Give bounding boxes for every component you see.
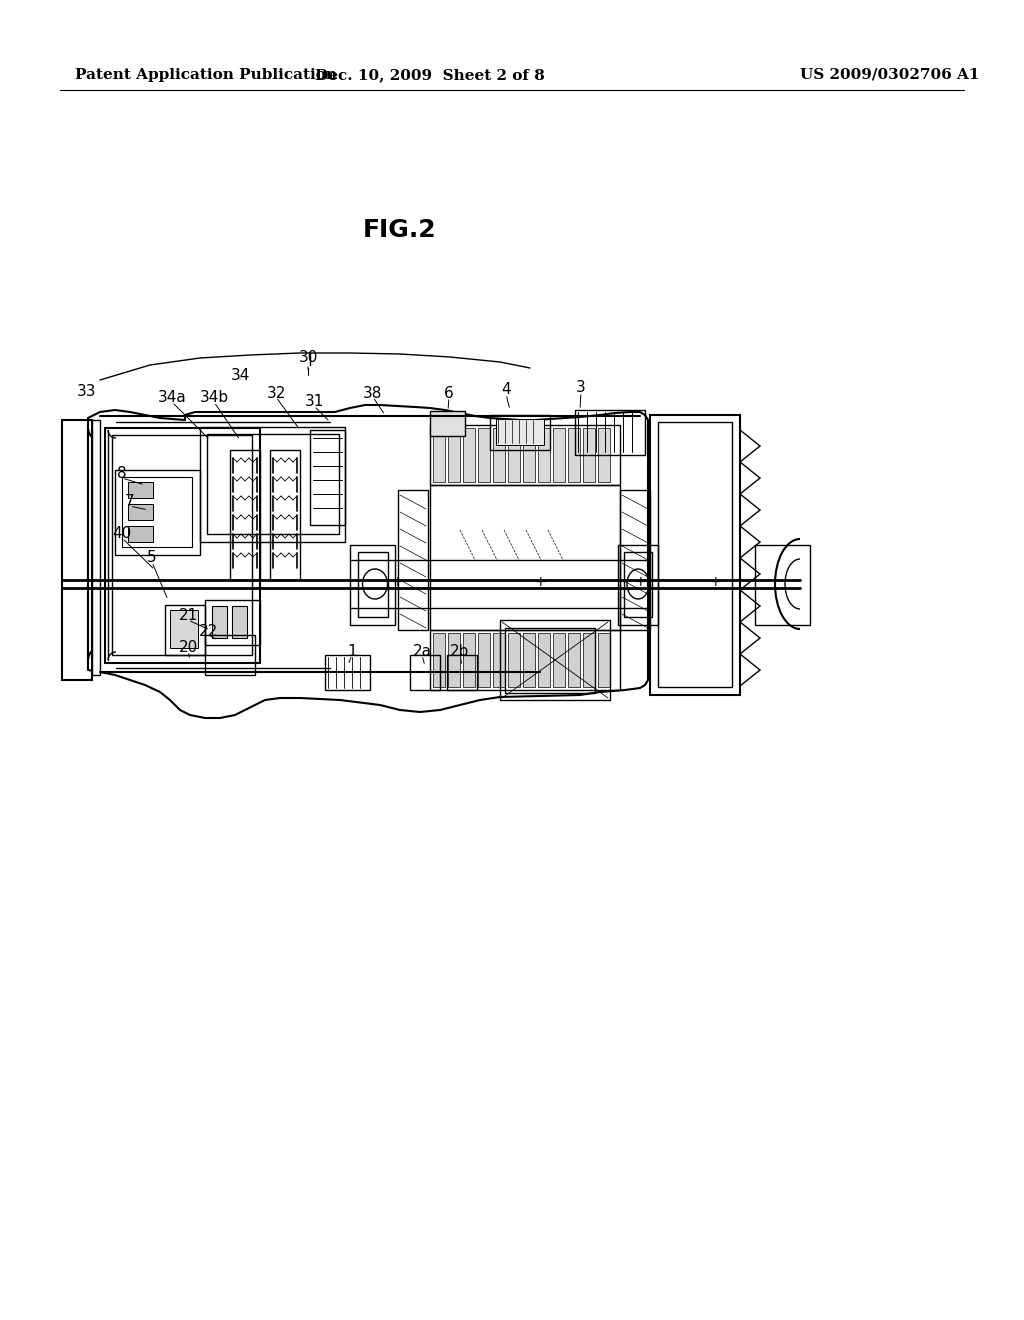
Text: Dec. 10, 2009  Sheet 2 of 8: Dec. 10, 2009 Sheet 2 of 8 <box>315 69 545 82</box>
Bar <box>478 428 490 482</box>
Text: 8: 8 <box>117 466 127 482</box>
Text: 1: 1 <box>347 644 356 659</box>
Bar <box>200 426 345 543</box>
Bar <box>575 411 645 455</box>
Text: 34b: 34b <box>200 389 228 404</box>
Bar <box>447 655 477 690</box>
Bar <box>232 606 247 638</box>
Bar <box>523 428 535 482</box>
Text: 5: 5 <box>147 550 157 565</box>
Bar <box>598 428 610 482</box>
Bar <box>205 635 255 675</box>
Text: 2a: 2a <box>413 644 431 659</box>
Bar <box>433 634 445 686</box>
Text: 2b: 2b <box>451 644 470 659</box>
Bar <box>122 477 193 546</box>
Text: 31: 31 <box>304 395 324 409</box>
Bar <box>165 605 205 655</box>
Bar <box>478 634 490 686</box>
Bar <box>430 425 620 484</box>
Text: 38: 38 <box>364 385 383 400</box>
Bar <box>207 434 339 535</box>
Bar <box>128 504 153 520</box>
Bar <box>598 634 610 686</box>
Bar <box>112 436 252 655</box>
Bar <box>658 422 732 686</box>
Bar <box>618 545 658 624</box>
Text: 7: 7 <box>125 495 135 510</box>
Text: +: + <box>535 576 546 589</box>
Bar <box>463 428 475 482</box>
Bar <box>493 428 505 482</box>
Bar <box>325 655 370 690</box>
Text: +: + <box>710 576 721 589</box>
Bar <box>212 606 227 638</box>
Text: 34: 34 <box>230 368 250 384</box>
Bar <box>230 450 260 579</box>
Bar <box>449 428 460 482</box>
Bar <box>463 634 475 686</box>
Text: 6: 6 <box>444 385 454 400</box>
Bar <box>553 428 565 482</box>
Bar <box>358 552 388 616</box>
Bar <box>493 634 505 686</box>
Text: 30: 30 <box>298 351 317 366</box>
Text: FIG.2: FIG.2 <box>364 218 437 242</box>
Bar <box>508 428 520 482</box>
Text: 22: 22 <box>199 623 218 639</box>
Bar <box>568 634 580 686</box>
Text: 40: 40 <box>113 527 132 541</box>
Bar <box>310 430 345 525</box>
Bar <box>538 428 550 482</box>
Bar <box>500 620 610 700</box>
Bar <box>538 634 550 686</box>
Bar <box>505 628 595 693</box>
Bar <box>350 545 395 624</box>
Bar <box>430 411 465 436</box>
Bar <box>568 428 580 482</box>
Text: 33: 33 <box>77 384 96 400</box>
Bar <box>105 428 260 663</box>
Text: 3: 3 <box>577 380 586 396</box>
Bar <box>650 414 740 696</box>
Text: 32: 32 <box>266 385 286 400</box>
Bar <box>205 601 260 645</box>
Text: US 2009/0302706 A1: US 2009/0302706 A1 <box>800 69 980 82</box>
Bar <box>115 470 200 554</box>
Bar <box>496 418 544 445</box>
Bar <box>398 490 428 630</box>
Text: 21: 21 <box>178 609 198 623</box>
Bar <box>128 482 153 498</box>
Bar <box>92 420 100 675</box>
Bar <box>755 545 810 624</box>
Text: +: + <box>391 576 402 589</box>
Bar <box>62 420 92 680</box>
Text: 34a: 34a <box>158 389 186 404</box>
Bar <box>490 414 550 450</box>
Bar <box>433 428 445 482</box>
Bar <box>430 630 620 690</box>
Bar <box>624 552 652 616</box>
Bar <box>270 450 300 579</box>
Bar <box>508 634 520 686</box>
Bar <box>128 525 153 543</box>
Text: 20: 20 <box>178 639 198 655</box>
Bar <box>583 428 595 482</box>
Text: +: + <box>634 576 646 589</box>
Bar <box>449 634 460 686</box>
Bar <box>410 655 440 690</box>
Bar <box>553 634 565 686</box>
Text: Patent Application Publication: Patent Application Publication <box>75 69 337 82</box>
Bar <box>523 634 535 686</box>
Bar <box>620 490 650 630</box>
Bar <box>583 634 595 686</box>
Bar <box>170 610 198 648</box>
Text: 4: 4 <box>501 383 511 397</box>
